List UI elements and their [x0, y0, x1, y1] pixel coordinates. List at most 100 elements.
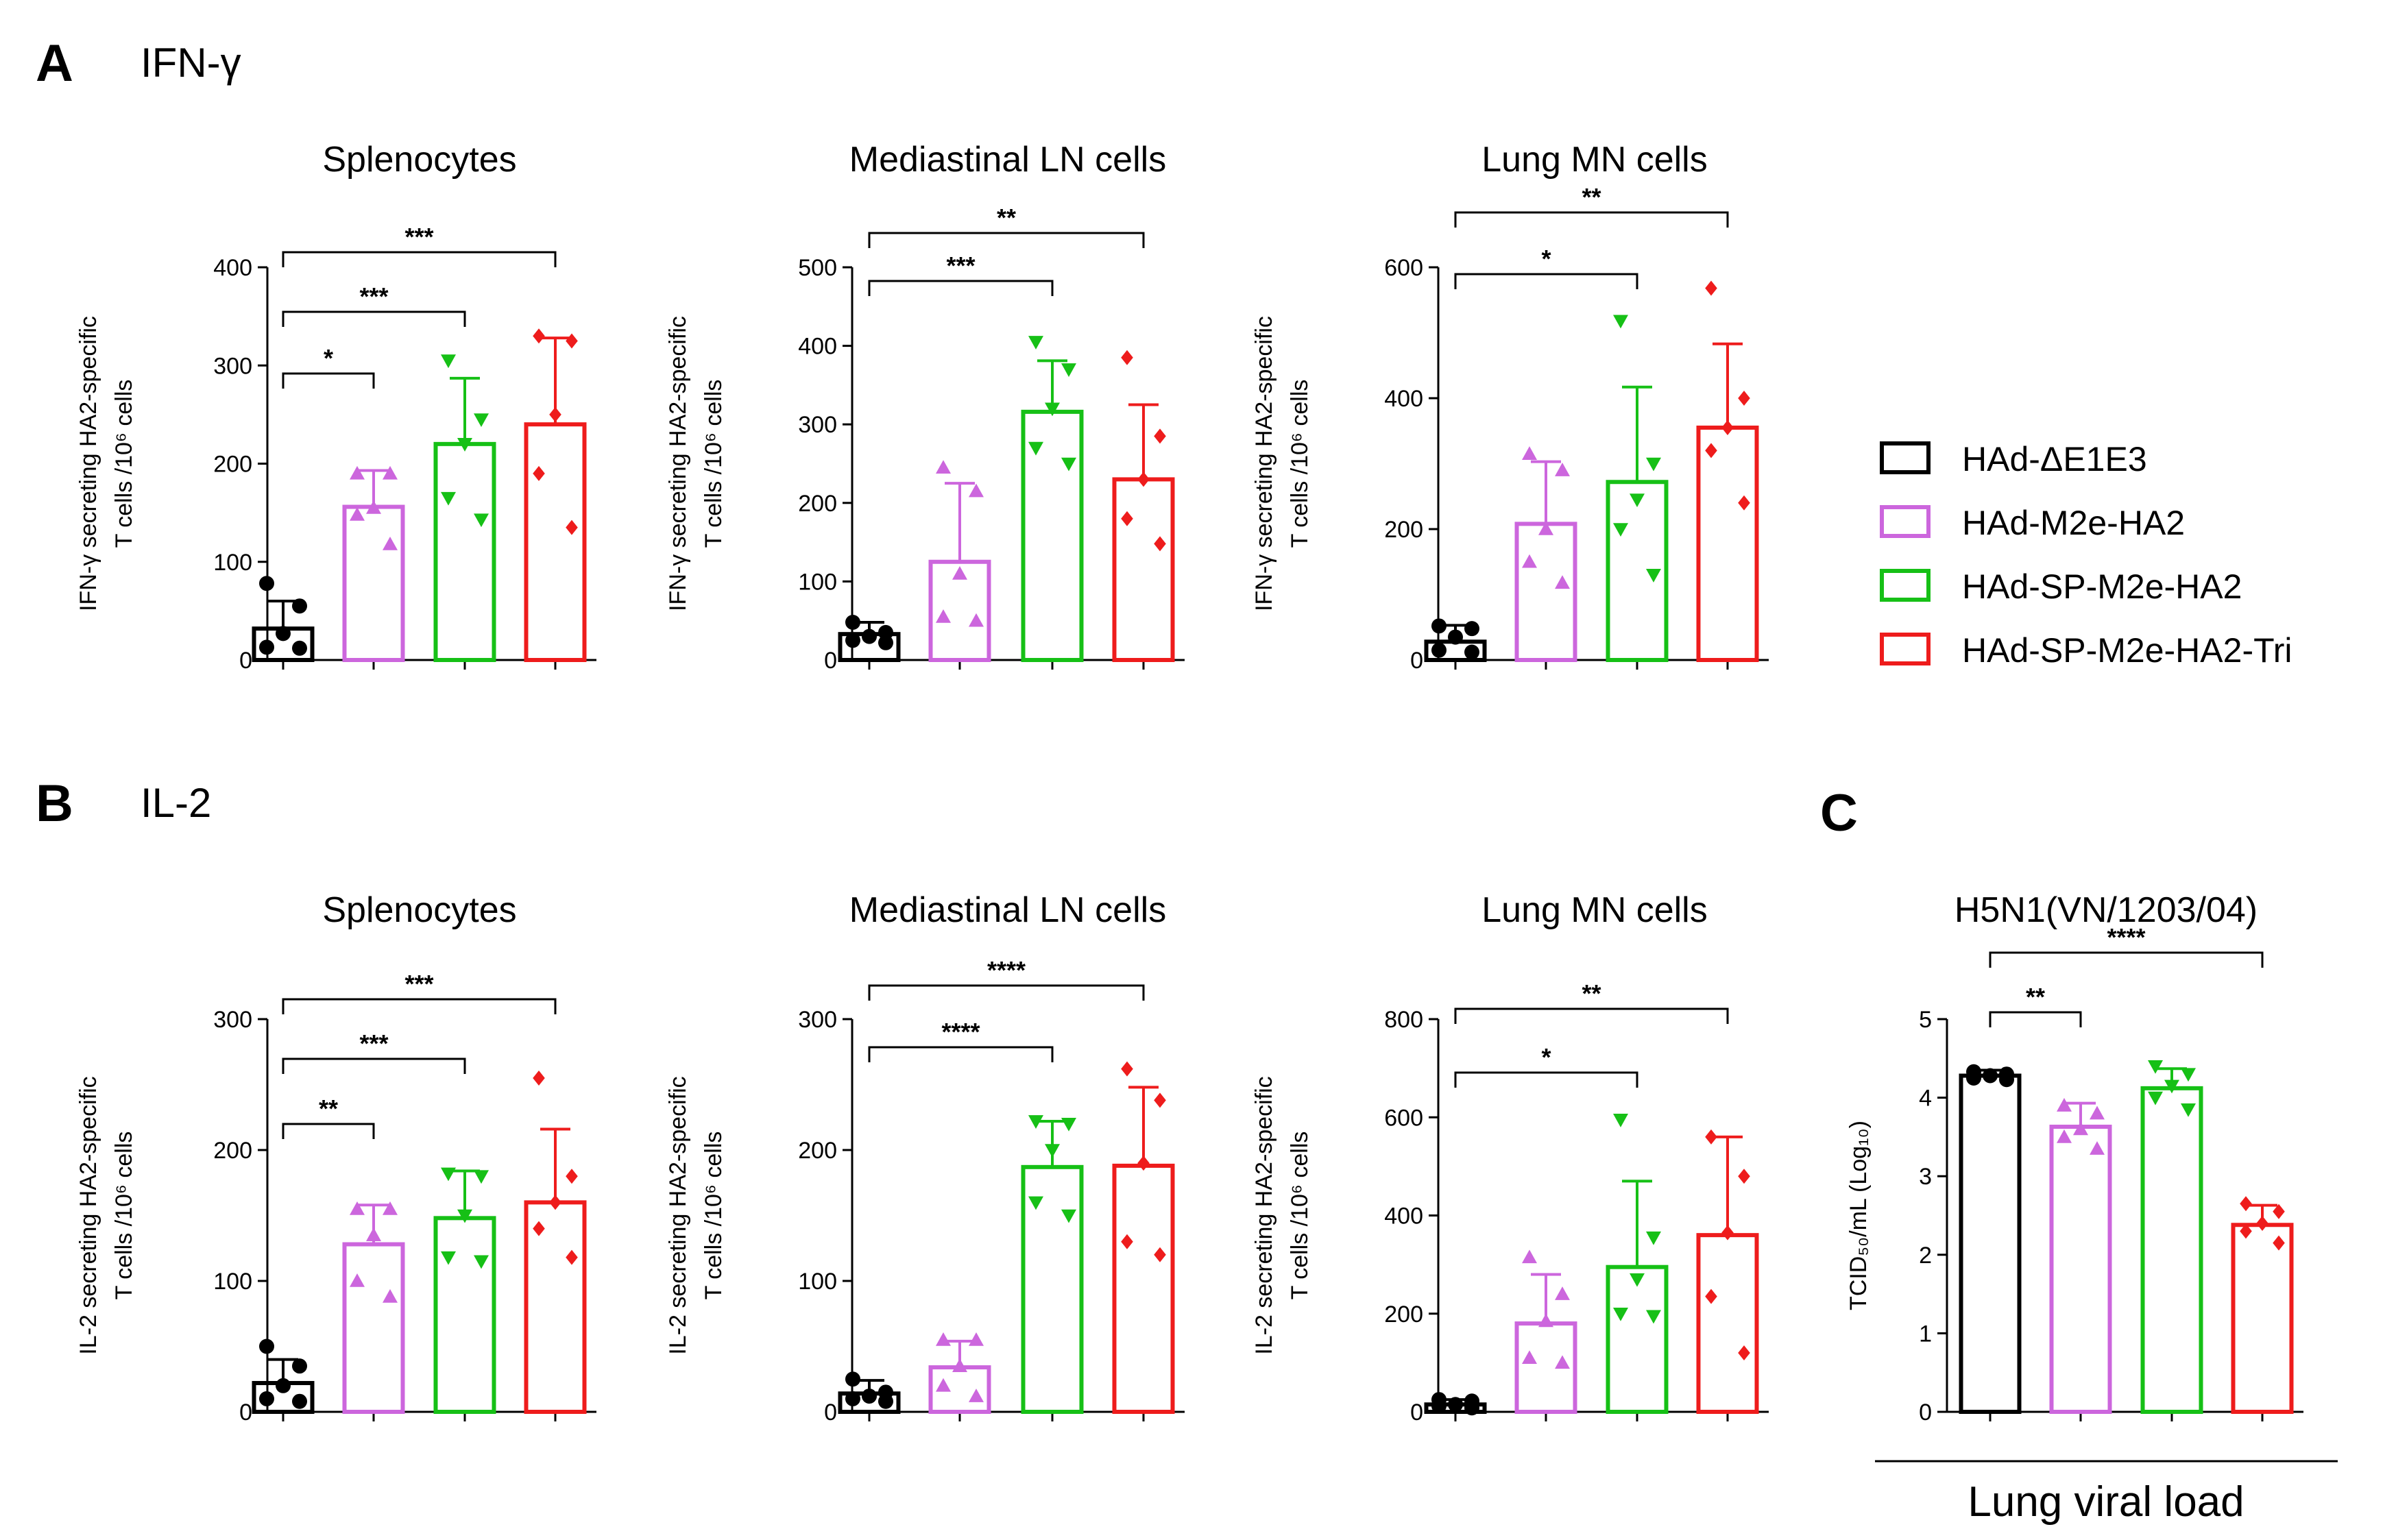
y-axis-label: IL-2 secreting HA2-specific: [665, 1076, 691, 1354]
data-point: [474, 413, 489, 428]
y-axis-label: TCID₅₀/mL (Log₁₀): [1846, 1121, 1872, 1310]
data-point: [1538, 1313, 1553, 1328]
significance-label: **: [319, 1095, 338, 1123]
data-point: [1028, 1115, 1043, 1129]
legend-swatch-3: [1880, 633, 1931, 665]
significance-label: ***: [404, 970, 433, 998]
data-point: [862, 1389, 877, 1404]
significance-bracket: [282, 998, 557, 1014]
legend-swatch-2: [1880, 569, 1931, 602]
data-point: [1646, 1231, 1661, 1245]
data-point: [2181, 1068, 2196, 1082]
y-axis-label-line2: T cells /10⁶ cells: [1287, 380, 1313, 548]
data-point: [1705, 280, 1717, 296]
chart-title: H5N1(VN/1203/04): [1955, 890, 2258, 930]
y-tick-label: 5: [1919, 1007, 1932, 1033]
significance-bracket: [282, 372, 375, 389]
y-tick-label: 600: [1384, 1105, 1423, 1131]
bar: [1606, 1264, 1669, 1415]
significance-bracket: [1454, 1071, 1638, 1088]
y-tick-label: 0: [239, 1400, 252, 1426]
bar: [1696, 425, 1759, 662]
y-axis-label: IL-2 secreting HA2-specific: [1251, 1076, 1277, 1354]
significance-bracket: [282, 1123, 375, 1139]
y-tick-label: 300: [213, 353, 252, 379]
data-point: [1522, 1249, 1537, 1264]
chart-title: Splenocytes: [322, 140, 516, 180]
data-point: [350, 506, 365, 521]
data-point: [350, 1201, 365, 1215]
panel-letter-c: C: [1820, 784, 1858, 842]
y-tick-label: 100: [798, 1269, 837, 1295]
data-point: [862, 628, 877, 644]
data-point: [474, 513, 489, 528]
data-point: [1613, 523, 1628, 537]
y-tick-label: 0: [1410, 648, 1423, 674]
data-point: [1555, 1355, 1570, 1369]
y-tick-label: 200: [798, 491, 837, 517]
bar: [2231, 1223, 2294, 1414]
data-point: [350, 465, 365, 480]
data-point: [2148, 1091, 2163, 1105]
y-tick-label: 400: [1384, 386, 1423, 412]
bar: [1959, 1073, 2022, 1414]
data-point: [1738, 1169, 1750, 1184]
data-point: [1061, 1118, 1076, 1132]
data-point: [259, 639, 274, 655]
data-point: [969, 1332, 984, 1346]
data-point: [936, 1332, 951, 1346]
y-tick-label: 300: [213, 1007, 252, 1033]
data-point: [1999, 1072, 2014, 1088]
data-point: [1983, 1068, 1998, 1084]
significance-label: ***: [404, 223, 433, 251]
chart-lung-viral-titer: H5N1(VN/1203/04) 0 1 2 3 4 5 TCID₅₀/mL (Log₁₀) *…: [1846, 890, 2303, 1426]
y-tick-label: 100: [798, 569, 837, 595]
data-point: [1137, 1156, 1150, 1171]
data-point: [1522, 1350, 1537, 1365]
data-point: [1705, 1129, 1717, 1145]
data-point: [1555, 575, 1570, 589]
significance-bracket: [1454, 273, 1638, 289]
data-point: [1154, 536, 1166, 552]
bar: [1514, 522, 1577, 662]
legend: HAd-ΔE1E3 HAd-M2e-HA2 HAd-SP-M2e-HA2 HAd…: [1880, 440, 2292, 670]
chart-title: Mediastinal LN cells: [849, 140, 1166, 180]
y-axis-label: IL-2 secreting HA2-specific: [75, 1076, 101, 1354]
significance-bracket: [868, 280, 1054, 296]
data-point: [533, 328, 545, 344]
data-point: [1738, 495, 1750, 511]
data-point: [533, 465, 545, 481]
data-point: [1613, 315, 1628, 329]
footer-label: Lung viral load: [1968, 1478, 2244, 1526]
data-point: [474, 1170, 489, 1184]
significance-label: ****: [941, 1018, 980, 1046]
data-point: [549, 1195, 561, 1210]
data-point: [1061, 363, 1076, 377]
y-tick-label: 400: [213, 255, 252, 281]
bar: [524, 422, 587, 662]
bar: [1112, 1163, 1175, 1415]
y-tick-label: 0: [239, 648, 252, 674]
data-point: [936, 609, 951, 623]
data-point: [1061, 1209, 1076, 1223]
data-point: [2273, 1235, 2285, 1251]
data-point: [1646, 1310, 1661, 1324]
panel-letter-a: A: [36, 34, 73, 93]
data-point: [2073, 1121, 2088, 1136]
chart-ifn-lung-mn: Lung MN cells 0 200 400 600 IFN-γ secreting H…: [1251, 140, 1769, 674]
bar: [342, 504, 405, 663]
significance-label: ***: [359, 1029, 388, 1058]
significance-label: ****: [2107, 923, 2145, 951]
y-axis-label-line2: T cells /10⁶ cells: [111, 1132, 137, 1300]
y-axis-label-line2: T cells /10⁶ cells: [1287, 1132, 1313, 1300]
data-point: [1448, 1397, 1463, 1413]
y-tick-label: 600: [1384, 255, 1423, 281]
data-point: [1522, 446, 1537, 460]
y-axis-label: IFN-γ secreting HA2-specific: [665, 316, 691, 611]
data-point: [276, 1378, 291, 1393]
legend-label-2: HAd-SP-M2e-HA2: [1962, 567, 2242, 606]
chart-title: Lung MN cells: [1481, 140, 1707, 180]
significance-bracket: [868, 232, 1145, 248]
data-point: [383, 536, 398, 550]
